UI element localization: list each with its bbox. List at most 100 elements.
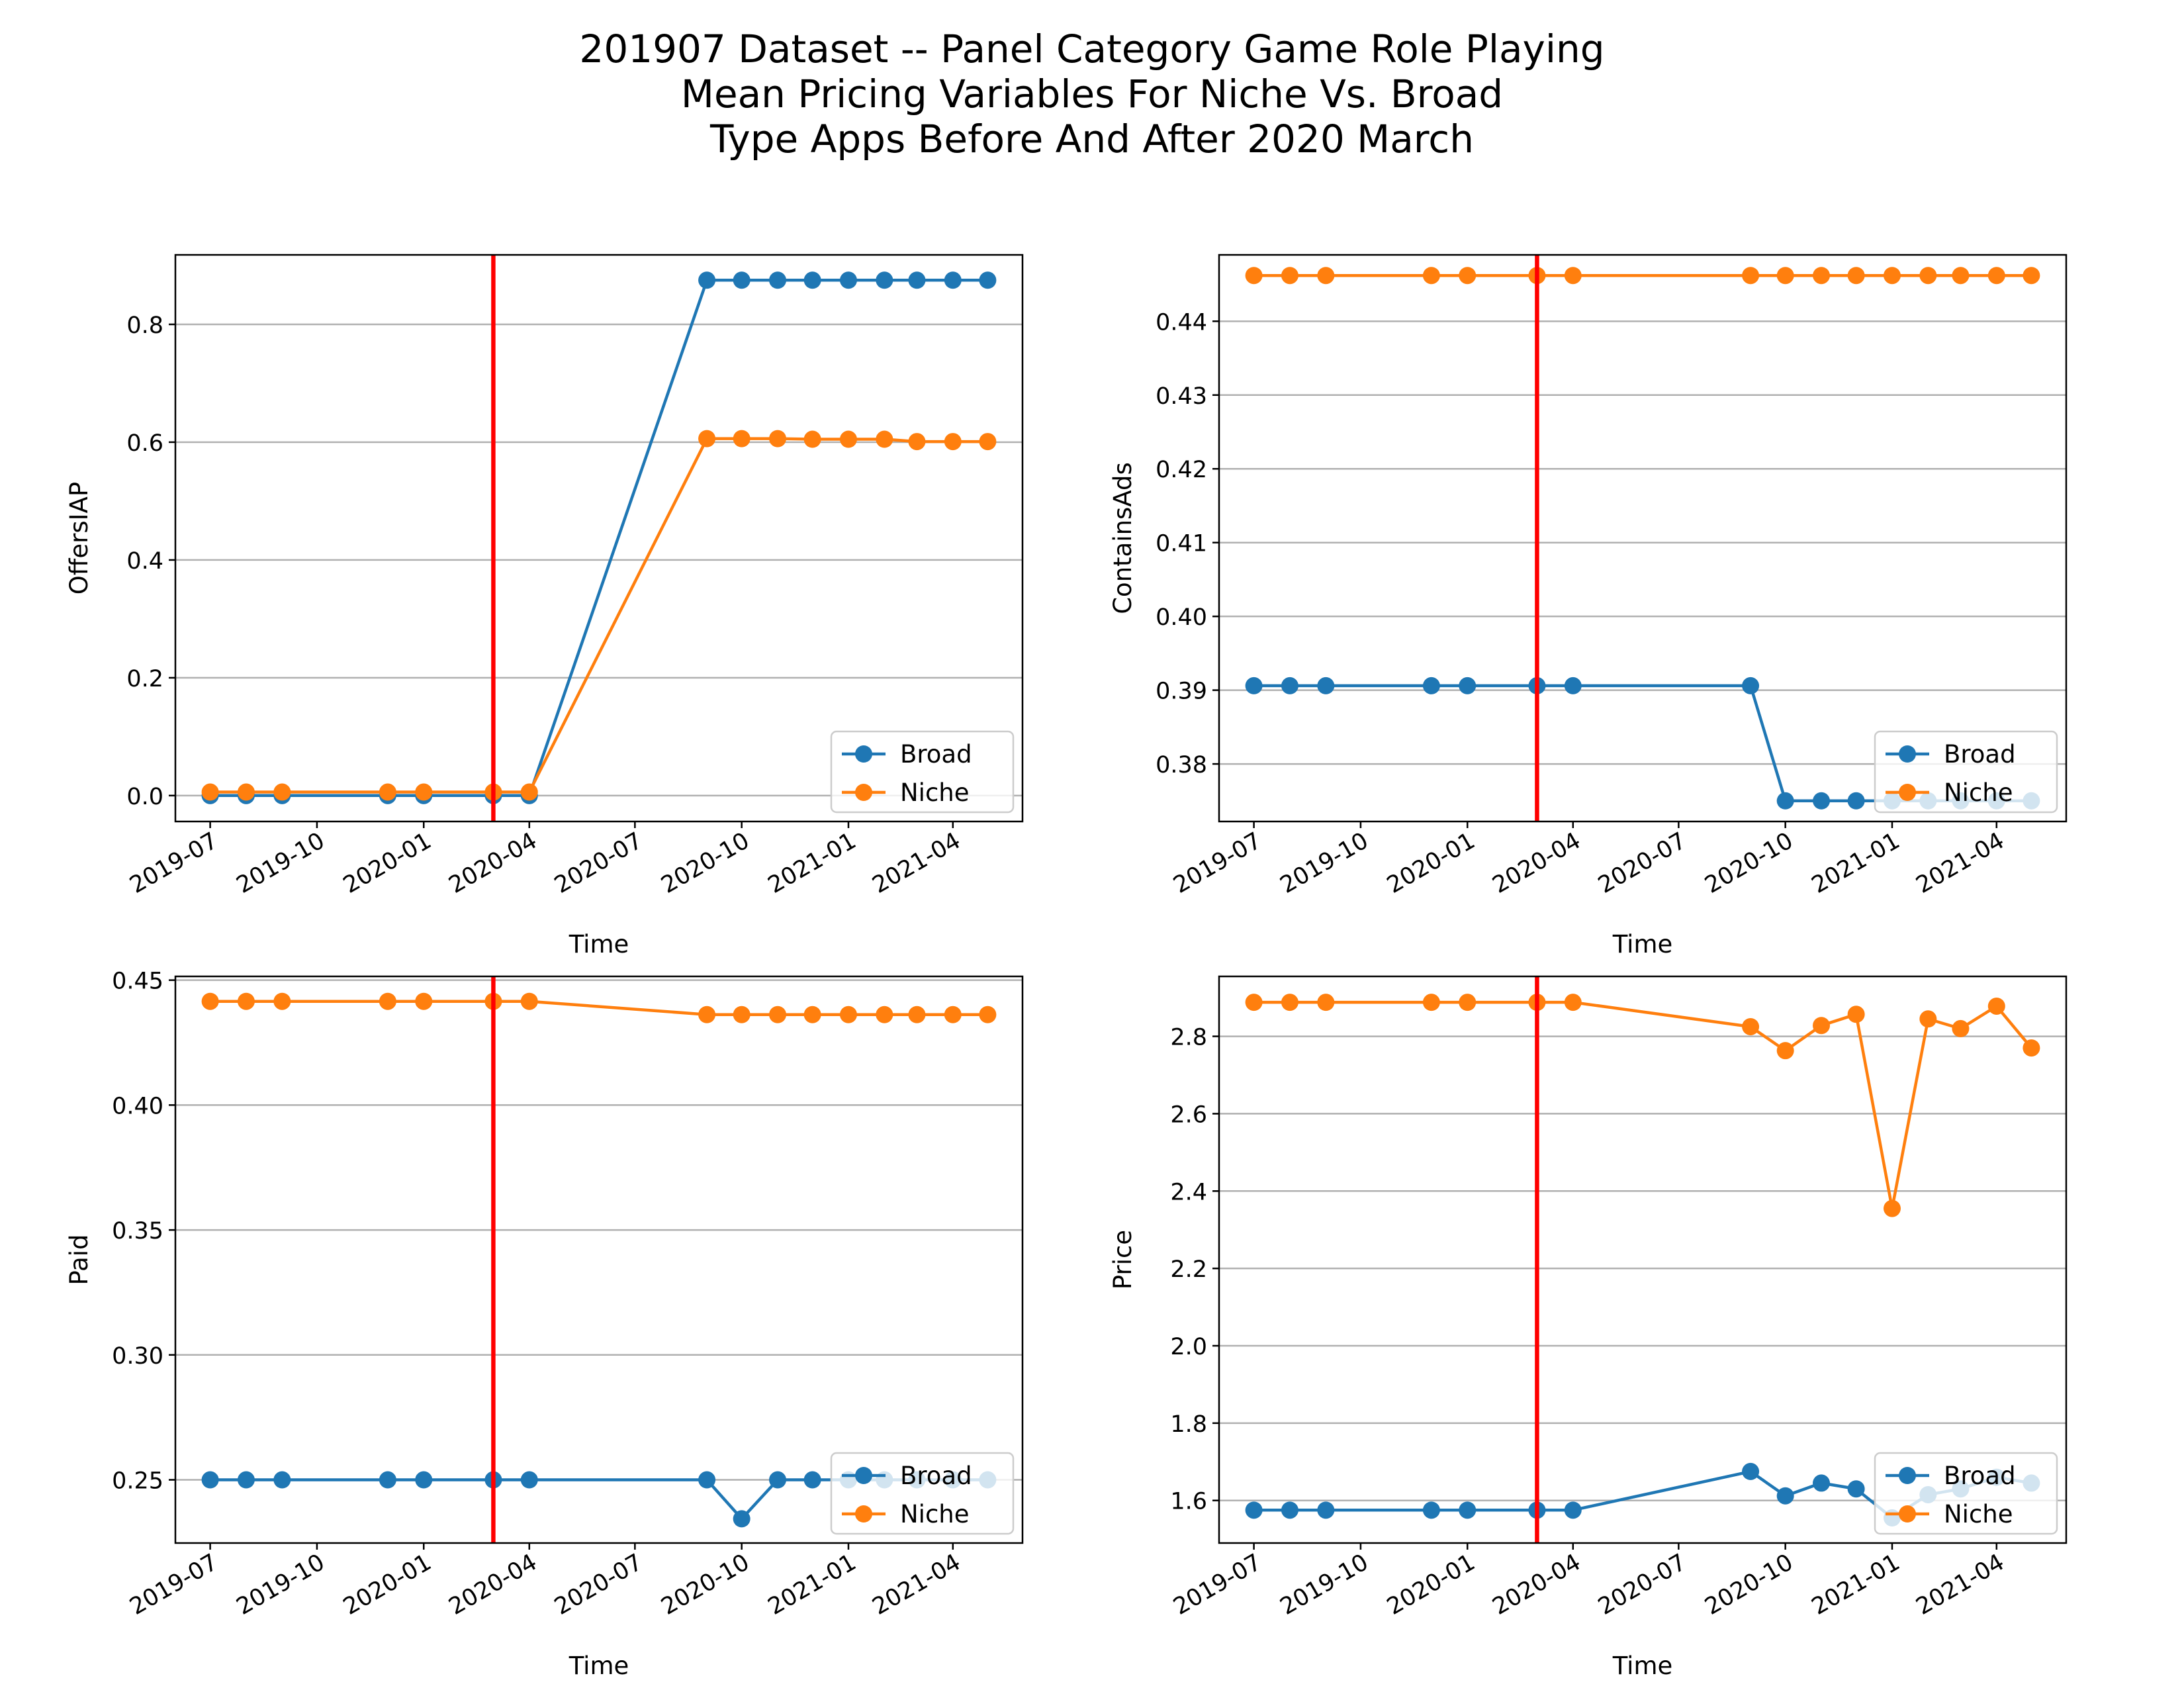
figure-title: 201907 Dataset -- Panel Category Game Ro… (0, 26, 2184, 162)
data-point-broad (1776, 1487, 1794, 1505)
data-point-broad (1742, 677, 1760, 694)
data-point-broad (1459, 677, 1477, 694)
data-point-niche (1987, 997, 2005, 1015)
data-point-niche (876, 430, 893, 448)
data-point-niche (839, 430, 857, 448)
data-point-broad (1245, 1501, 1263, 1519)
y-tick-label: 0.45 (112, 968, 163, 995)
data-point-niche (733, 430, 751, 447)
data-point-broad (1776, 792, 1794, 810)
data-point-niche (2023, 267, 2040, 285)
y-tick-label: 0.30 (112, 1343, 163, 1370)
data-point-niche (803, 1006, 821, 1023)
x-tick-label: 2020-01 (1383, 1549, 1480, 1620)
x-tick-label: 2021-04 (868, 1549, 966, 1620)
x-tick-label: 2020-01 (1383, 827, 1480, 899)
data-point-broad (1245, 677, 1263, 694)
data-point-broad (803, 1471, 821, 1489)
data-point-broad (1742, 1462, 1760, 1480)
data-point-niche (1883, 267, 1901, 285)
x-tick-label: 2019-10 (1276, 1549, 1373, 1620)
data-point-broad (1847, 1480, 1865, 1498)
series-line-niche (210, 1000, 988, 1016)
data-point-niche (201, 783, 219, 801)
y-axis-label: OffersIAP (65, 482, 93, 594)
y-tick-label: 0.40 (112, 1093, 163, 1119)
x-tick-label: 2020-04 (445, 827, 542, 899)
data-point-niche (1813, 1017, 1831, 1035)
x-tick-label: 2021-01 (1807, 1549, 1905, 1620)
y-tick-label: 0.38 (1156, 752, 1207, 778)
x-axis-label: Time (1612, 930, 1673, 959)
legend: Broad Niche (830, 730, 1015, 814)
data-point-niche (698, 1006, 716, 1023)
data-point-niche (1459, 994, 1477, 1011)
data-point-broad (733, 271, 751, 289)
series-line-niche (1253, 1000, 2033, 1210)
data-point-niche (273, 783, 291, 801)
x-tick-label: 2021-04 (868, 827, 966, 899)
data-point-broad (1813, 1474, 1831, 1492)
legend-swatch-marker (1899, 745, 1916, 763)
data-point-niche (908, 433, 926, 451)
data-point-broad (520, 1471, 538, 1489)
data-point-niche (803, 430, 821, 448)
data-point-broad (379, 1471, 396, 1489)
data-point-broad (769, 271, 787, 289)
y-tick-label: 0.43 (1156, 383, 1207, 410)
x-tick-label: 2021-04 (1912, 827, 2009, 899)
legend: Broad Niche (1874, 730, 2058, 814)
axes-frame (174, 254, 1024, 823)
data-point-niche (520, 783, 538, 801)
data-point-broad (1281, 677, 1298, 694)
data-point-niche (1422, 267, 1440, 285)
data-point-niche (944, 1006, 962, 1023)
y-tick-label: 0.42 (1156, 457, 1207, 483)
series-line-broad (210, 279, 988, 798)
data-point-niche (1281, 267, 1298, 285)
data-point-niche (1742, 1017, 1760, 1035)
data-point-niche (839, 1006, 857, 1023)
data-point-broad (1422, 677, 1440, 694)
y-tick-label: 2.6 (1170, 1102, 1207, 1128)
y-tick-label: 0.6 (126, 430, 163, 457)
data-point-broad (1564, 677, 1582, 694)
data-point-niche (415, 992, 433, 1010)
x-axis-label: Time (1612, 1652, 1673, 1680)
x-axis-label: Time (569, 1652, 629, 1680)
data-point-broad (237, 1471, 255, 1489)
data-point-broad (803, 271, 821, 289)
legend-label-niche: Niche (1944, 1500, 2013, 1528)
x-tick-label: 2021-04 (1912, 1549, 2009, 1620)
legend-swatch-marker (1899, 784, 1916, 801)
y-tick-label: 0.44 (1156, 309, 1207, 336)
legend-swatch-marker (1899, 1505, 1916, 1523)
axes-frame (1218, 975, 2068, 1544)
legend-label-broad: Broad (1944, 740, 2016, 769)
data-point-niche (201, 992, 219, 1010)
data-point-niche (876, 1006, 893, 1023)
data-point-niche (237, 992, 255, 1010)
data-point-niche (379, 783, 396, 801)
data-point-broad (944, 271, 962, 289)
data-point-broad (1564, 1501, 1582, 1519)
figure-title-line-1: 201907 Dataset -- Panel Category Game Ro… (579, 26, 1605, 71)
data-point-niche (1245, 994, 1263, 1011)
legend-label-broad: Broad (1944, 1462, 2016, 1490)
data-point-niche (1952, 267, 1970, 285)
x-tick-label: 2020-01 (339, 827, 436, 899)
x-tick-label: 2021-01 (1807, 827, 1905, 899)
legend-label-broad: Broad (900, 1462, 972, 1490)
y-tick-label: 1.6 (1170, 1489, 1207, 1515)
data-point-niche (1883, 1199, 1901, 1217)
y-axis-label: ContainsAds (1109, 462, 1137, 614)
data-point-niche (1742, 267, 1760, 285)
data-point-broad (415, 1471, 433, 1489)
legend-label-niche: Niche (900, 1500, 970, 1528)
data-point-niche (237, 783, 255, 801)
x-tick-label: 2020-10 (657, 827, 754, 899)
axes-frame (1218, 254, 2068, 823)
